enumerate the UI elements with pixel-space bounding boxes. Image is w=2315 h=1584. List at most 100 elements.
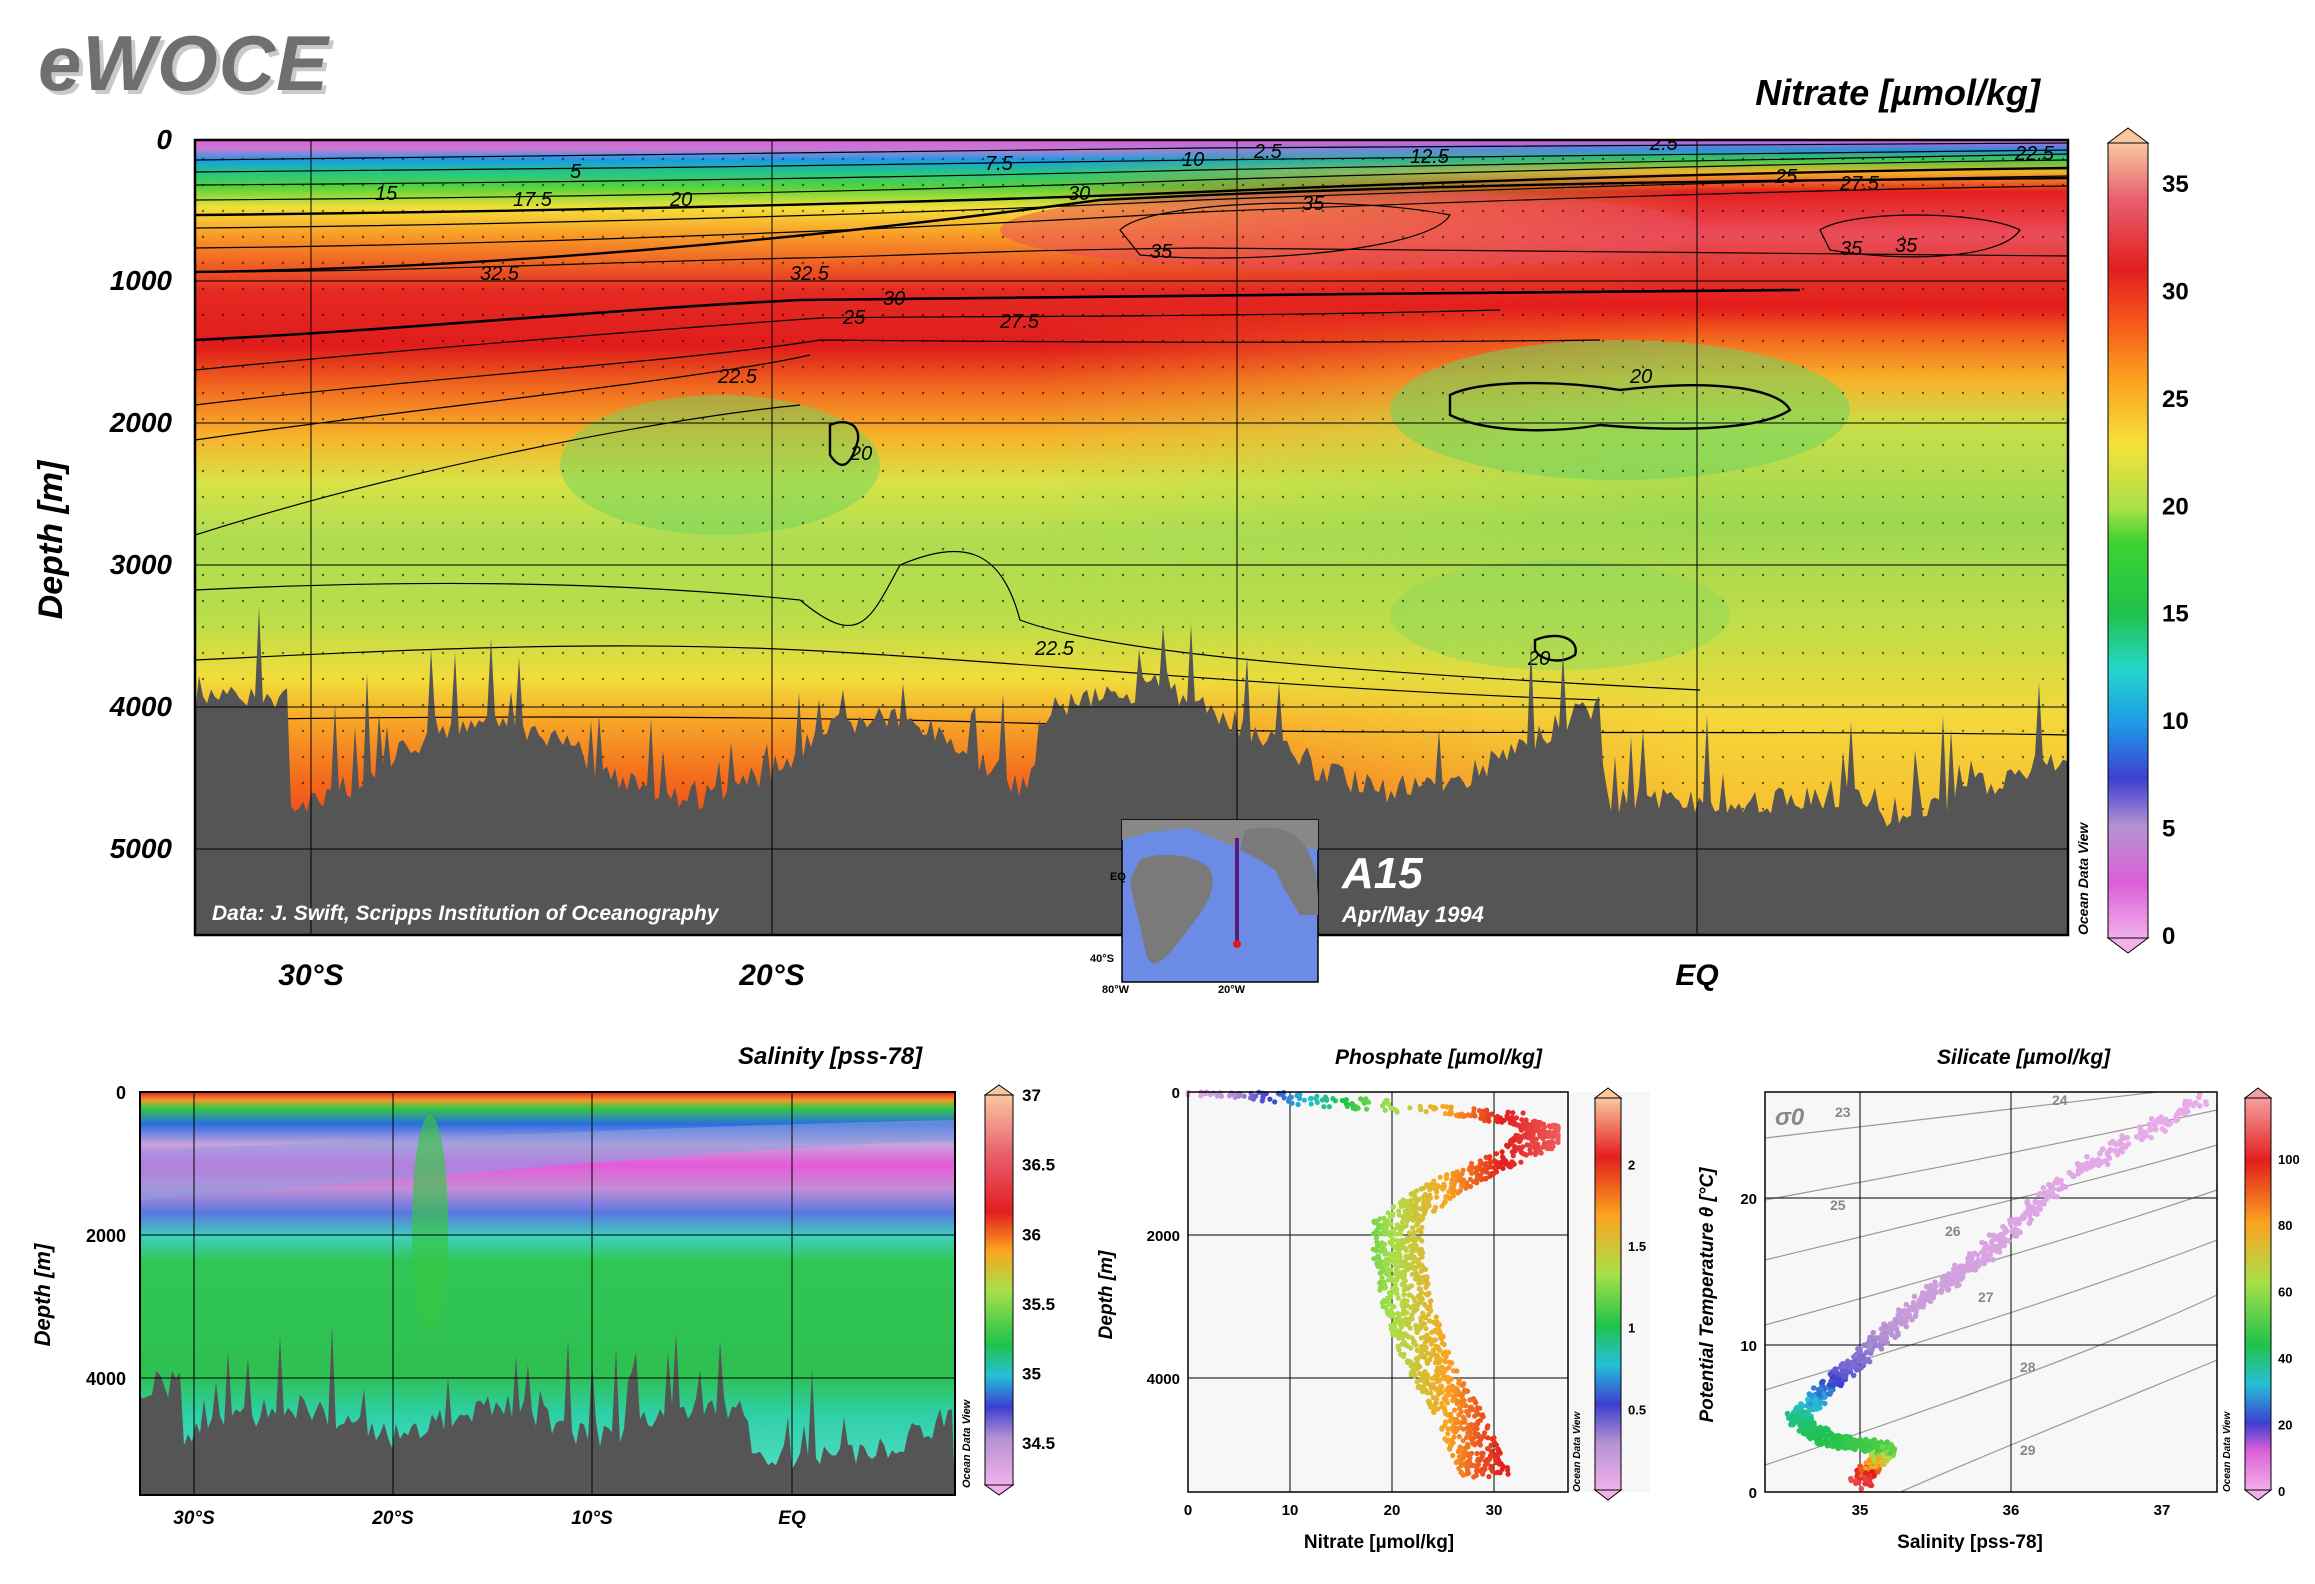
silicate-xtick: 36 [2003, 1502, 2020, 1519]
silicate-point [1986, 1232, 1993, 1238]
silicate-point [1887, 1327, 1893, 1334]
phosphate-point [1442, 1111, 1448, 1117]
phosphate-point [1555, 1134, 1561, 1140]
phosphate-point [1464, 1408, 1470, 1415]
silicate-point [1891, 1446, 1898, 1452]
silicate-point [2150, 1121, 2157, 1127]
phosphate-point [1425, 1306, 1431, 1312]
phosphate-point [1391, 1304, 1397, 1310]
silicate-point [1870, 1329, 1876, 1336]
main-colorbar-tick: 0 [2162, 923, 2175, 950]
silicate-isopycnal-label: 23 [1835, 1104, 1851, 1120]
phosphate-point [1437, 1174, 1443, 1180]
phosphate-point [1377, 1280, 1383, 1286]
phosphate-point [1404, 1298, 1410, 1304]
silicate-isopycnal-label: 27 [1978, 1289, 1994, 1305]
silicate-point [2162, 1128, 2168, 1134]
silicate-point [1872, 1463, 1879, 1470]
silicate-point [2089, 1160, 2095, 1166]
silicate-point [2124, 1134, 2131, 1141]
main-colorbar [2106, 127, 2150, 954]
phosphate-point [1389, 1285, 1396, 1291]
phosphate-point [1509, 1114, 1515, 1120]
silicate-point [2054, 1176, 2060, 1183]
phosphate-point [1377, 1287, 1383, 1293]
phosphate-point [1471, 1106, 1477, 1112]
phosphate-point [1472, 1398, 1478, 1404]
phosphate-point [1439, 1203, 1445, 1209]
phosphate-point [1383, 1098, 1389, 1104]
phosphate-point [1437, 1356, 1443, 1362]
phosphate-point [1409, 1254, 1415, 1260]
silicate-point [1895, 1332, 1901, 1338]
silicate-point [1853, 1352, 1859, 1358]
phosphate-point [1499, 1149, 1505, 1155]
main-colorbar-tick: 5 [2162, 816, 2175, 843]
phosphate-point [1383, 1297, 1389, 1304]
silicate-point [1813, 1396, 1819, 1403]
phosphate-colorbar-tick: 1 [1628, 1321, 1635, 1336]
phosphate-point [1394, 1237, 1400, 1244]
silicate-point [2033, 1199, 2040, 1206]
phosphate-point [1377, 1263, 1383, 1269]
phosphate-point [1414, 1347, 1420, 1353]
phosphate-point [1445, 1374, 1451, 1380]
phosphate-point [1388, 1221, 1394, 1227]
phosphate-point [1408, 1345, 1414, 1351]
silicate-point [2025, 1205, 2032, 1211]
phosphate-point [1387, 1267, 1394, 1273]
phosphate-point [1541, 1132, 1547, 1138]
silicate-point [1829, 1439, 1835, 1446]
phosphate-point [1443, 1393, 1450, 1399]
silicate-point [1998, 1231, 2004, 1238]
silicate-ytick: 20 [1740, 1191, 1757, 1208]
phosphate-point [1428, 1341, 1435, 1347]
phosphate-point [1448, 1104, 1454, 1110]
silicate-point [1875, 1456, 1881, 1462]
phosphate-xlabel: Nitrate [µmol/kg] [1304, 1532, 1454, 1553]
phosphate-point [1467, 1459, 1473, 1465]
salinity-ytick: 0 [116, 1083, 126, 1103]
phosphate-point [1474, 1450, 1480, 1457]
phosphate-point [1479, 1412, 1486, 1418]
phosphate-point [1474, 1468, 1480, 1474]
phosphate-point [1532, 1151, 1538, 1158]
phosphate-point [1479, 1450, 1485, 1456]
phosphate-point [1469, 1406, 1476, 1412]
silicate-point [1828, 1388, 1834, 1395]
phosphate-point [1441, 1183, 1447, 1189]
phosphate-point [1465, 1444, 1471, 1450]
phosphate-point [1392, 1331, 1398, 1337]
silicate-point [1887, 1450, 1893, 1456]
main-odv-label: Ocean Data View [2075, 822, 2091, 935]
silicate-point [1829, 1434, 1836, 1441]
silicate-point [1800, 1403, 1806, 1409]
phosphate-point [1442, 1198, 1448, 1205]
phosphate-point [1321, 1104, 1327, 1110]
phosphate-point [1482, 1430, 1488, 1436]
silicate-point [1818, 1386, 1824, 1392]
silicate-point [1802, 1409, 1808, 1415]
phosphate-point [1541, 1141, 1547, 1147]
phosphate-point [1393, 1251, 1399, 1257]
phosphate-point [1404, 1263, 1410, 1269]
main-colorbar-tick: 10 [2162, 708, 2189, 735]
phosphate-point [1467, 1397, 1473, 1403]
silicate-colorbar-tick: 80 [2278, 1218, 2292, 1233]
phosphate-point [1500, 1159, 1506, 1165]
main-contour-label: 5 [570, 161, 582, 183]
phosphate-point [1385, 1277, 1391, 1283]
main-contour-label: 20 [849, 443, 872, 465]
phosphate-point [1400, 1335, 1406, 1341]
silicate-point [2140, 1134, 2146, 1141]
phosphate-xtick: 30 [1486, 1502, 1503, 1519]
phosphate-point [1472, 1430, 1478, 1436]
phosphate-point [1481, 1176, 1487, 1182]
silicate-point [1862, 1474, 1869, 1481]
silicate-point [2099, 1146, 2106, 1153]
main-contour-label: 20 [669, 189, 692, 211]
silicate-point [1820, 1378, 1826, 1385]
silicate-point [2155, 1116, 2161, 1123]
phosphate-point [1396, 1247, 1402, 1253]
silicate-colorbar-tick: 20 [2278, 1418, 2292, 1433]
